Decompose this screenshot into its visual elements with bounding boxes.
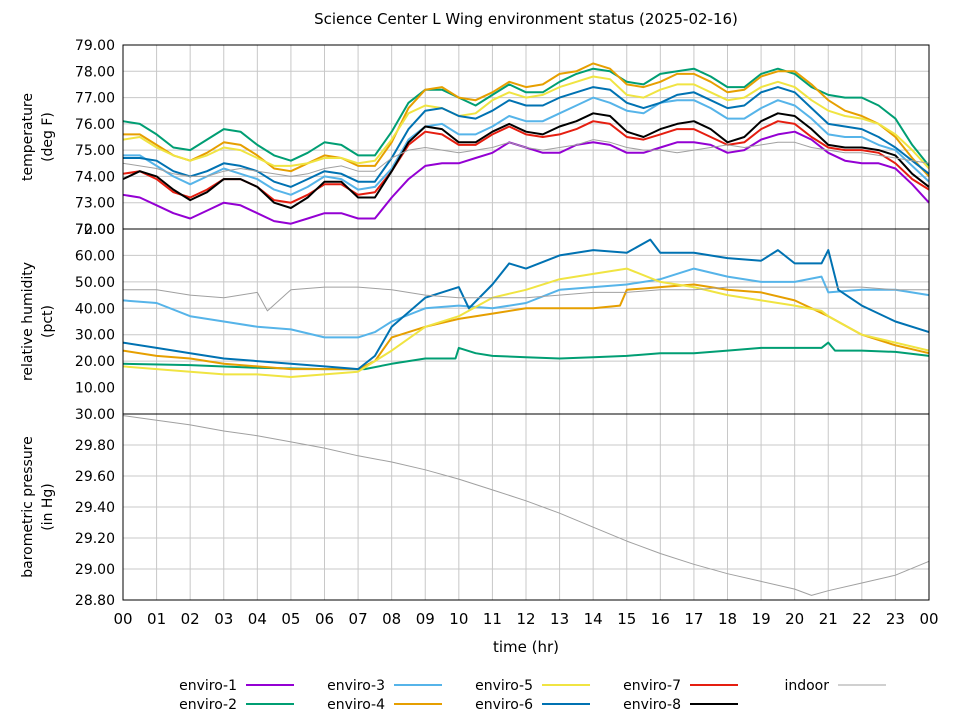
y-tick-label: 72.00 <box>75 222 115 238</box>
x-axis: 00 01 02 03 04 05 06 07 08 09 10 11 12 13 14 15 16 17 18 19… <box>113 610 938 628</box>
y-axis-label: (in Hg) <box>40 483 56 531</box>
y-axis-label: (pct) <box>40 305 56 338</box>
panel-frame <box>122 413 930 601</box>
x-tick-label: 08 <box>382 610 401 628</box>
x-tick-label: 17 <box>684 610 703 628</box>
y-tick-label: 77.00 <box>75 91 115 107</box>
series-line-enviro-2 <box>122 341 930 371</box>
y-axis-label: temperature <box>20 93 36 181</box>
x-tick-label: 05 <box>281 610 300 628</box>
legend-label-enviro-7: enviro-7 <box>623 678 681 694</box>
legend-label-enviro-6: enviro-6 <box>475 697 533 713</box>
legend-label-enviro-3: enviro-3 <box>327 678 385 694</box>
y-tick-label: 28.80 <box>75 593 115 609</box>
x-tick-label: 15 <box>617 610 636 628</box>
y-tick-label: 29.20 <box>75 531 115 547</box>
series-line-indoor <box>122 415 930 596</box>
series-line-enviro-2 <box>122 67 930 167</box>
x-tick-label: 12 <box>516 610 535 628</box>
panel-humidity: 10.00 20.00 30.00 40.00 50.00 60.00 70.00 relat… <box>20 222 930 415</box>
x-tick-label: 11 <box>483 610 502 628</box>
x-tick-label: 16 <box>651 610 670 628</box>
series-line-enviro-8 <box>122 112 930 209</box>
x-tick-label: 06 <box>315 610 334 628</box>
y-tick-label: 29.80 <box>75 438 115 454</box>
chart-title: Science Center L Wing environment status… <box>314 10 738 28</box>
panel-pressure: 28.80 29.00 29.20 29.40 29.60 29.80 30.00 barom… <box>20 407 930 609</box>
legend-label-enviro-1: enviro-1 <box>179 678 237 694</box>
series-line-enviro-5 <box>122 267 930 378</box>
x-tick-label: 14 <box>584 610 603 628</box>
series-line-enviro-3 <box>123 96 930 196</box>
series-line-enviro-6 <box>122 238 930 371</box>
x-tick-label: 09 <box>416 610 435 628</box>
x-tick-label: 23 <box>886 610 905 628</box>
series-line-enviro-4 <box>123 62 930 178</box>
y-tick-label: 73.00 <box>75 196 115 212</box>
y-tick-label: 30.00 <box>75 328 115 344</box>
x-tick-label: 18 <box>718 610 737 628</box>
x-tick-label: 22 <box>852 610 871 628</box>
x-tick-label: 01 <box>147 610 166 628</box>
y-axis-label: (deg F) <box>40 112 56 162</box>
legend-label-enviro-8: enviro-8 <box>623 697 681 713</box>
x-axis-label: time (hr) <box>493 638 559 656</box>
legend-label-enviro-4: enviro-4 <box>327 697 385 713</box>
y-tick-label: 20.00 <box>75 354 115 370</box>
x-tick-label: 07 <box>349 610 368 628</box>
y-tick-label: 10.00 <box>75 381 115 397</box>
y-tick-label: 29.00 <box>75 562 115 578</box>
legend-label-enviro-5: enviro-5 <box>475 678 533 694</box>
y-tick-label: 70.00 <box>75 222 115 238</box>
x-tick-label: 00 <box>113 610 132 628</box>
x-tick-label: 02 <box>181 610 200 628</box>
x-tick-label: 19 <box>752 610 771 628</box>
y-tick-label: 29.60 <box>75 469 115 485</box>
y-tick-label: 76.00 <box>75 117 115 133</box>
y-tick-label: 75.00 <box>75 143 115 159</box>
x-tick-label: 03 <box>214 610 233 628</box>
x-tick-label: 00 <box>919 610 938 628</box>
x-tick-label: 10 <box>449 610 468 628</box>
y-tick-label: 79.00 <box>75 38 115 54</box>
y-axis-label: relative humidity <box>20 262 36 381</box>
y-tick-label: 60.00 <box>75 248 115 264</box>
legend: enviro-1 enviro-2 enviro-3 enviro-4 enviro-5… <box>179 678 886 713</box>
series-line-indoor <box>123 286 929 312</box>
legend-label-enviro-2: enviro-2 <box>179 697 237 713</box>
legend-label-indoor: indoor <box>784 678 829 694</box>
series-line-enviro-4 <box>122 283 930 371</box>
x-tick-label: 20 <box>785 610 804 628</box>
x-tick-label: 04 <box>248 610 267 628</box>
y-tick-label: 40.00 <box>75 301 115 317</box>
series-line-enviro-5 <box>122 75 930 170</box>
y-tick-label: 74.00 <box>75 169 115 185</box>
series-line-enviro-3 <box>122 267 930 339</box>
y-axis-label: barometric pressure <box>20 436 36 577</box>
y-tick-label: 78.00 <box>75 64 115 80</box>
x-tick-label: 13 <box>550 610 569 628</box>
panel-temperature: 72.00 73.00 74.00 75.00 76.00 77.00 78.00 79.00… <box>20 38 930 238</box>
y-tick-label: 50.00 <box>75 275 115 291</box>
x-tick-label: 21 <box>819 610 838 628</box>
series-line-indoor <box>122 139 930 177</box>
y-tick-label: 30.00 <box>75 407 115 423</box>
y-tick-label: 29.40 <box>75 500 115 516</box>
